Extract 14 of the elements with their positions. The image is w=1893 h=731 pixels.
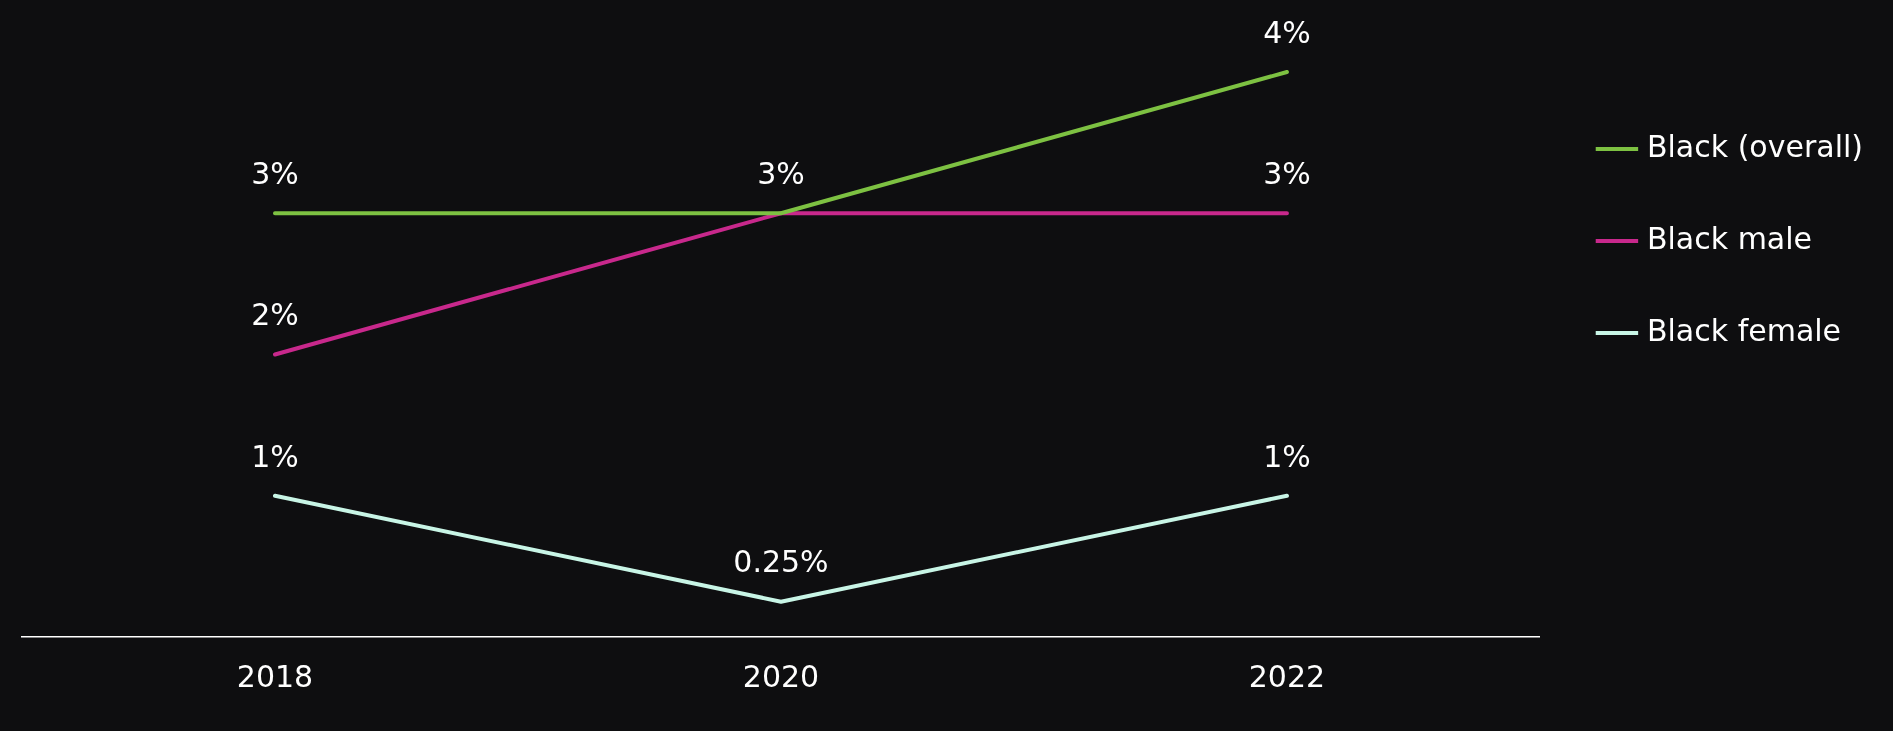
legend-label: Black male [1646,220,1813,256]
legend-label: Black (overall) [1646,128,1864,164]
data-label: 4% [1263,14,1311,50]
x-tick-label: 2018 [236,658,314,694]
data-label: 3% [251,156,299,192]
x-tick-label: 2020 [742,658,820,694]
legend-label: Black female [1646,312,1842,348]
x-tick-label: 2022 [1248,658,1326,694]
data-label: 0.25% [733,544,829,580]
data-label: 1% [1263,438,1311,474]
data-label: 2% [251,297,299,333]
data-label: 3% [1263,156,1311,192]
data-label: 3% [757,156,805,192]
data-label: 1% [251,438,299,474]
